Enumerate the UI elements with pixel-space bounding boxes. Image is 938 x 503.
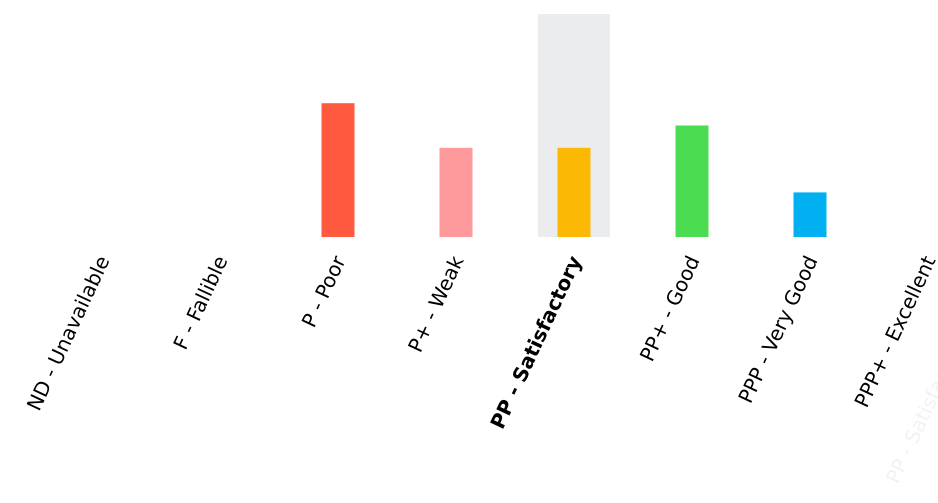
bar-6	[793, 192, 827, 237]
x-tick-label-0: ND - Unavailable	[22, 252, 115, 414]
x-tick-label-4: PP - Satisfactory	[485, 252, 586, 433]
x-tick-label-6: PPP - Very Good	[733, 252, 822, 407]
bar-5	[675, 125, 709, 237]
x-tick-label-1: F - Fallible	[168, 252, 232, 353]
bars-layer	[321, 103, 827, 237]
bar-4	[557, 147, 591, 237]
x-tick-label-3: P+ - Weak	[403, 252, 469, 356]
x-tick-label-2: P - Poor	[297, 251, 351, 331]
bar-2	[321, 103, 355, 237]
tick-labels-layer: ND - Unavailable F - Fallible P - Poor P+ -…	[22, 251, 938, 432]
bar-3	[439, 147, 473, 237]
x-tick-label-5: PP+ - Good	[635, 252, 705, 365]
